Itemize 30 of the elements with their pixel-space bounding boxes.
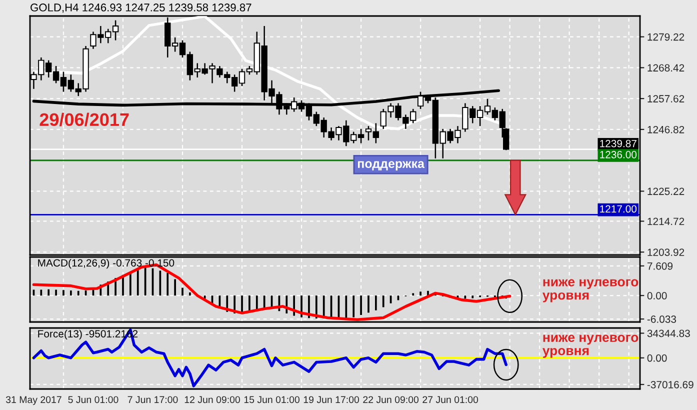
annotation: ниже нулевого уровня bbox=[542, 279, 638, 302]
annotation: поддержка bbox=[358, 161, 425, 170]
y-tick-label: 1279.22 bbox=[648, 33, 684, 41]
x-tick-label: 19 Jun 17:00 bbox=[304, 396, 360, 404]
y-tick-label: 1257.62 bbox=[648, 95, 684, 102]
y-tick-label: -37016.69 bbox=[647, 380, 694, 388]
ref-line-label: 1217.00 bbox=[600, 205, 637, 213]
y-tick-label: 0.00 bbox=[647, 292, 667, 300]
y-tick-label: 1246.82 bbox=[648, 126, 684, 134]
chart-title: MACD(12,26,9) -0.763 -0.150 bbox=[38, 258, 174, 269]
y-tick-label: -6.033 bbox=[647, 316, 676, 323]
y-tick-label: 1225.22 bbox=[648, 188, 684, 196]
ref-line-label: 1239.87 bbox=[600, 140, 636, 148]
y-tick-label: 7.609 bbox=[647, 262, 673, 270]
y-tick-label: 34344.83 bbox=[647, 330, 690, 338]
x-tick-label: 7 Jun 17:00 bbox=[128, 396, 178, 404]
x-tick-label: 31 May 2017 bbox=[6, 396, 62, 406]
annotation: ниже нулевого уровня bbox=[542, 334, 638, 358]
ref-line-label: 1236.00 bbox=[600, 150, 637, 158]
x-tick-label: 15 Jun 01:00 bbox=[244, 396, 300, 404]
x-tick-label: 27 Jun 01:00 bbox=[422, 396, 478, 404]
y-tick-label: 1268.42 bbox=[648, 64, 684, 72]
chart-title: GOLD,H4 1246.93 1247.25 1239.58 1239.87 bbox=[30, 4, 252, 13]
x-tick-label: 5 Jun 01:00 bbox=[68, 396, 118, 404]
x-tick-label: 22 Jun 09:00 bbox=[363, 396, 419, 404]
y-tick-label: 1214.72 bbox=[648, 218, 684, 225]
y-tick-label: 0.00 bbox=[647, 354, 667, 362]
x-tick-label: 12 Jun 09:00 bbox=[184, 396, 240, 404]
annotation: 29/06/2017 bbox=[40, 112, 129, 126]
y-tick-label: 1203.92 bbox=[648, 248, 684, 256]
